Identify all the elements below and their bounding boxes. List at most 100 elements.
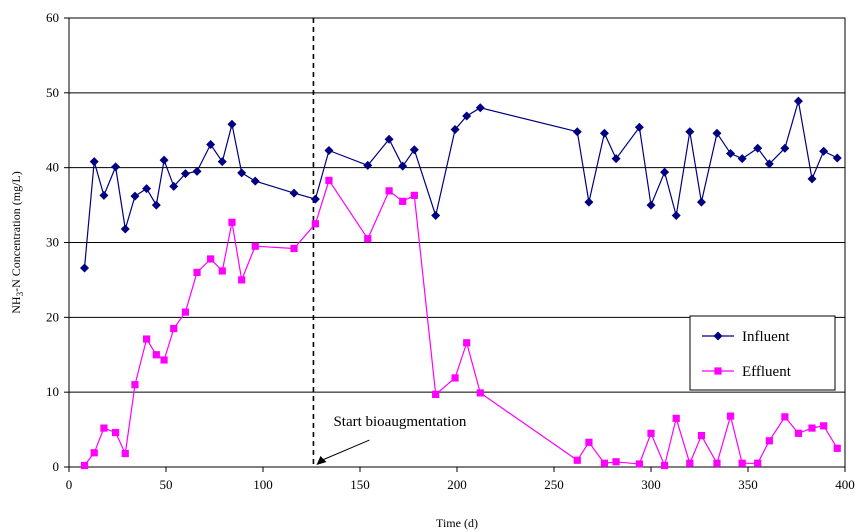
data-point-influent bbox=[289, 188, 299, 198]
axis-layer: 0 10 20 30 40 50 60 0 50 100 150 200 250 300 350 400 bbox=[46, 10, 855, 492]
series-influent bbox=[80, 96, 842, 273]
x-tick-label: 250 bbox=[544, 477, 564, 492]
data-point-effluent bbox=[612, 458, 620, 466]
data-point-influent bbox=[646, 200, 656, 210]
x-tick-label: 0 bbox=[66, 477, 73, 492]
data-point-effluent bbox=[713, 459, 721, 467]
data-point-influent bbox=[832, 153, 842, 163]
data-point-effluent bbox=[754, 459, 762, 467]
x-axis-title: Time (d) bbox=[436, 516, 478, 530]
data-point-effluent bbox=[207, 255, 215, 263]
data-point-influent bbox=[89, 157, 99, 167]
data-point-effluent bbox=[738, 459, 746, 467]
data-point-effluent bbox=[100, 424, 108, 432]
data-point-influent bbox=[462, 111, 472, 121]
legend: Influent Effluent bbox=[689, 315, 836, 391]
series-layer bbox=[80, 96, 842, 470]
data-point-effluent bbox=[193, 268, 201, 277]
data-point-influent bbox=[764, 159, 774, 169]
data-point-influent bbox=[431, 211, 441, 221]
data-point-influent bbox=[660, 167, 670, 177]
data-point-influent bbox=[111, 162, 121, 172]
x-tick-label: 50 bbox=[160, 477, 173, 492]
data-point-influent bbox=[450, 125, 460, 135]
data-point-influent bbox=[142, 184, 152, 194]
data-point-effluent bbox=[170, 324, 178, 333]
data-point-effluent bbox=[765, 437, 773, 445]
data-point-influent bbox=[634, 122, 644, 132]
series-effluent bbox=[80, 176, 841, 470]
data-point-effluent bbox=[600, 459, 609, 467]
legend-items: Influent Effluent bbox=[702, 329, 792, 380]
data-point-influent bbox=[726, 148, 736, 158]
data-point-influent bbox=[80, 263, 90, 273]
data-point-influent bbox=[753, 143, 763, 153]
data-point-effluent bbox=[80, 461, 89, 470]
data-point-influent bbox=[151, 200, 161, 210]
data-point-effluent bbox=[121, 449, 129, 458]
data-point-influent bbox=[712, 128, 722, 138]
data-point-influent bbox=[685, 127, 695, 137]
data-point-effluent bbox=[143, 335, 151, 343]
data-point-effluent bbox=[833, 444, 841, 452]
data-point-influent bbox=[192, 166, 202, 176]
data-point-effluent bbox=[794, 429, 803, 437]
data-point-effluent bbox=[476, 389, 484, 397]
legend-item-influent: Influent bbox=[702, 329, 790, 345]
data-point-influent bbox=[324, 145, 334, 155]
data-point-effluent bbox=[410, 191, 418, 199]
legend-swatch-marker bbox=[714, 367, 722, 375]
x-tick-label: 150 bbox=[350, 477, 370, 492]
data-point-influent bbox=[807, 174, 817, 184]
data-point-effluent bbox=[697, 431, 706, 440]
data-point-influent bbox=[384, 134, 394, 144]
y-axis-title-main: NH bbox=[9, 296, 23, 314]
data-point-effluent bbox=[781, 413, 789, 421]
data-point-influent bbox=[99, 190, 109, 200]
y-axis-title-subscript: 3 bbox=[15, 291, 25, 296]
data-point-effluent bbox=[311, 220, 319, 228]
legend-box bbox=[689, 315, 836, 391]
data-point-effluent bbox=[573, 456, 581, 464]
data-point-effluent bbox=[820, 422, 828, 430]
data-point-influent bbox=[584, 197, 594, 207]
data-point-influent bbox=[793, 96, 803, 106]
data-point-influent bbox=[120, 224, 130, 234]
data-point-effluent bbox=[131, 381, 139, 389]
y-tick-label: 40 bbox=[46, 160, 59, 175]
y-tick-label: 60 bbox=[46, 10, 59, 25]
data-point-influent bbox=[611, 154, 621, 164]
data-point-influent bbox=[409, 145, 419, 155]
data-point-effluent bbox=[228, 218, 236, 226]
y-tick-label: 10 bbox=[46, 384, 59, 399]
data-point-effluent bbox=[635, 460, 643, 468]
annotation-arrowhead bbox=[316, 456, 327, 465]
y-tick-label: 50 bbox=[46, 85, 59, 100]
y-tick-label: 30 bbox=[46, 235, 59, 250]
data-point-influent bbox=[475, 103, 485, 113]
data-point-influent bbox=[237, 168, 247, 178]
y-axis-title-rest: -N Concentration (mg/L) bbox=[9, 171, 23, 292]
legend-label: Influent bbox=[742, 329, 790, 345]
x-tick-label: 300 bbox=[641, 477, 661, 492]
legend-label: Effluent bbox=[742, 364, 792, 380]
data-point-effluent bbox=[647, 429, 655, 437]
data-point-influent bbox=[310, 194, 320, 204]
data-point-effluent bbox=[218, 267, 226, 275]
x-tick-label: 100 bbox=[253, 477, 273, 492]
x-tick-label: 400 bbox=[835, 477, 855, 492]
x-tick-label: 200 bbox=[447, 477, 467, 492]
data-point-effluent bbox=[672, 414, 680, 422]
data-point-effluent bbox=[726, 412, 735, 420]
y-tick-label: 0 bbox=[53, 459, 60, 474]
data-point-effluent bbox=[364, 235, 372, 243]
grid-layer bbox=[69, 17, 845, 468]
data-point-effluent bbox=[111, 428, 120, 437]
data-point-effluent bbox=[585, 438, 593, 446]
data-point-influent bbox=[671, 211, 681, 221]
data-point-effluent bbox=[451, 374, 459, 382]
data-point-influent bbox=[130, 191, 140, 201]
data-point-effluent bbox=[399, 197, 407, 205]
annotation-arrow bbox=[322, 439, 370, 461]
